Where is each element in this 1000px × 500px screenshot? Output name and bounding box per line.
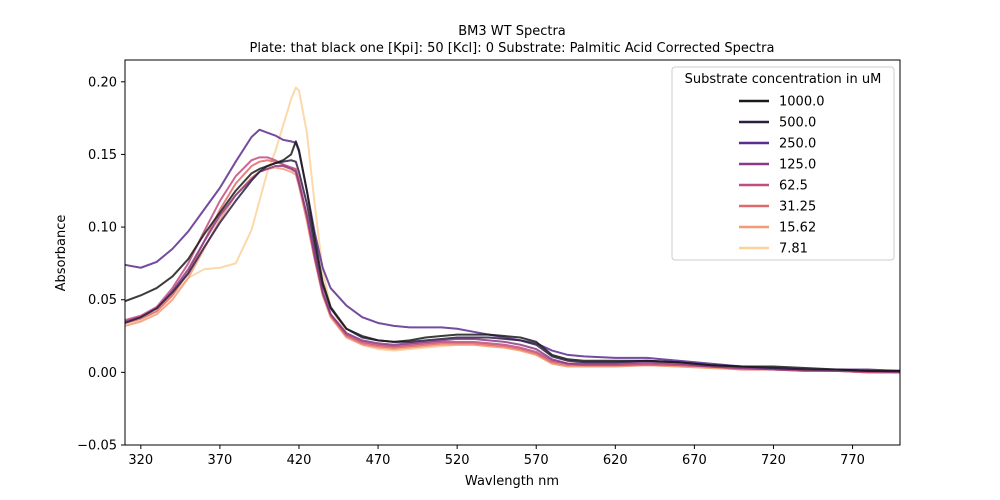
y-tick-label: 0.20 xyxy=(88,75,117,90)
y-tick-label: −0.05 xyxy=(77,439,117,454)
legend-entries: 1000.0 500.0 250.0 125.0 62.5 31.25 15.62 7.81 xyxy=(739,95,825,257)
series-line-62-5 xyxy=(125,156,900,374)
series-line-1000-0 xyxy=(125,140,900,372)
legend-label: 7.81 xyxy=(779,242,808,257)
legend: Substrate concentration in uM 1000.0 500.… xyxy=(671,66,895,261)
legend-label: 15.62 xyxy=(779,221,816,236)
legend-label: 125.0 xyxy=(779,158,816,173)
chart-title: BM3 WT Spectra xyxy=(458,24,566,39)
legend-label: 31.25 xyxy=(779,200,816,215)
legend-box xyxy=(671,66,895,261)
legend-label: 250.0 xyxy=(779,137,816,152)
y-axis: −0.05 0.00 0.05 0.10 0.15 0.20 xyxy=(77,75,125,454)
x-tick-label: 320 xyxy=(128,453,153,468)
legend-title: Substrate concentration in uM xyxy=(685,72,882,87)
plot-frame xyxy=(124,59,901,446)
series-line-250-0 xyxy=(125,128,900,372)
x-tick-label: 670 xyxy=(682,453,707,468)
legend-label: 1000.0 xyxy=(779,95,825,110)
x-tick-label: 420 xyxy=(287,453,312,468)
x-axis-label: Wavlength nm xyxy=(465,474,559,489)
x-tick-label: 570 xyxy=(524,453,549,468)
y-tick-label: 0.05 xyxy=(88,293,117,308)
legend-label: 500.0 xyxy=(779,116,816,131)
plot-area xyxy=(124,59,901,446)
x-tick-label: 720 xyxy=(761,453,786,468)
y-axis-label: Absorbance xyxy=(54,215,69,292)
x-tick-label: 470 xyxy=(366,453,391,468)
x-tick-label: 770 xyxy=(840,453,865,468)
chart-subtitle: Plate: that black one [Kpi]: 50 [Kcl]: 0… xyxy=(250,41,775,56)
x-axis: 320 370 420 470 520 570 620 670 720 770 xyxy=(128,445,865,468)
x-tick-label: 620 xyxy=(603,453,628,468)
x-tick-label: 370 xyxy=(207,453,232,468)
legend-label: 62.5 xyxy=(779,179,808,194)
series-layer xyxy=(125,86,900,374)
x-tick-label: 520 xyxy=(445,453,470,468)
y-tick-label: 0.10 xyxy=(88,221,117,236)
y-tick-label: 0.00 xyxy=(88,366,117,381)
series-line-125-0 xyxy=(125,165,900,374)
y-tick-label: 0.15 xyxy=(88,148,117,163)
